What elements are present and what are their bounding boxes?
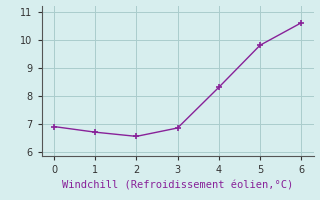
X-axis label: Windchill (Refroidissement éolien,°C): Windchill (Refroidissement éolien,°C) (62, 181, 293, 191)
